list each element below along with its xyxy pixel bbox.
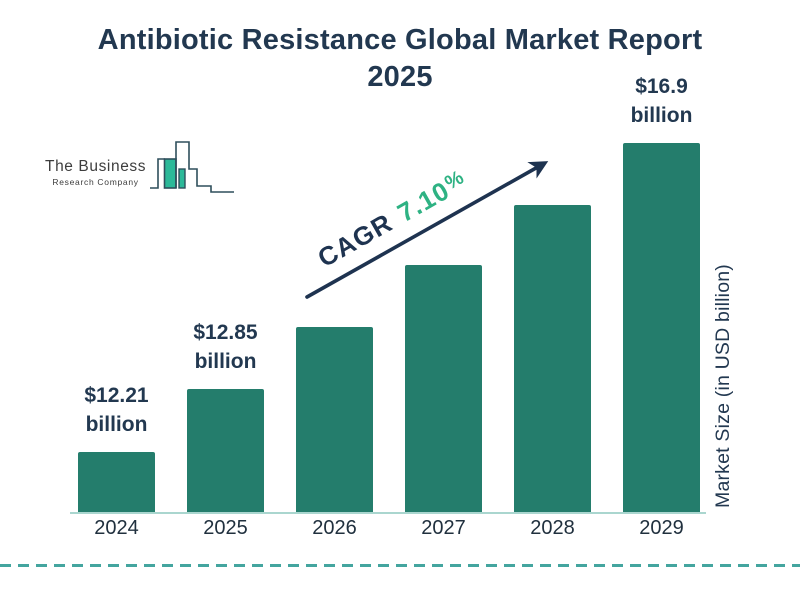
bar-column-2024: $12.21 billion 2024 <box>78 65 155 543</box>
page-title: Antibiotic Resistance Global Market Repo… <box>0 22 800 96</box>
logo-bar-chart-icon <box>150 141 235 193</box>
bar-value-label: $12.21 billion <box>84 384 149 436</box>
page-title-line2: 2025 <box>367 61 433 93</box>
logo-company-subname: Research Company <box>52 177 139 187</box>
bar-year-label: 2029 <box>639 516 684 539</box>
bar-column-2026: 2026 <box>296 65 373 543</box>
logo-text: The Business Research Company <box>45 158 147 188</box>
page-title-line1: Antibiotic Resistance Global Market Repo… <box>97 24 703 56</box>
bar-year-label: 2027 <box>421 516 466 539</box>
bar-column-2025: $12.85 billion 2025 <box>187 65 264 543</box>
logo-company-name: The Business <box>45 158 147 175</box>
bar-2025 <box>187 389 264 513</box>
bar-2026 <box>296 327 373 513</box>
bar-2029 <box>623 143 700 513</box>
bar-column-2028: 2028 <box>514 65 591 543</box>
bar-column-2027: 2027 <box>405 65 482 543</box>
bottom-dashed-divider <box>0 564 800 567</box>
bar-year-label: 2025 <box>203 516 248 539</box>
bar-column-2029: $16.9 billion 2029 <box>623 65 700 543</box>
company-logo: The Business Research Company <box>45 138 240 196</box>
y-axis-label: Market Size (in USD billion) <box>712 264 734 508</box>
bar-year-label: 2028 <box>530 516 575 539</box>
bar-year-label: 2024 <box>94 516 139 539</box>
chart-baseline <box>70 512 706 514</box>
bar-2027 <box>405 265 482 513</box>
bar-2024 <box>78 452 155 513</box>
bar-value-label: $12.85 billion <box>193 321 258 373</box>
bars-row: $12.21 billion 2024 $12.85 billion 2025 2026 20… <box>78 65 700 543</box>
bar-value-label: $16.9 billion <box>630 75 693 127</box>
bar-2028 <box>514 205 591 513</box>
bar-year-label: 2026 <box>312 516 357 539</box>
